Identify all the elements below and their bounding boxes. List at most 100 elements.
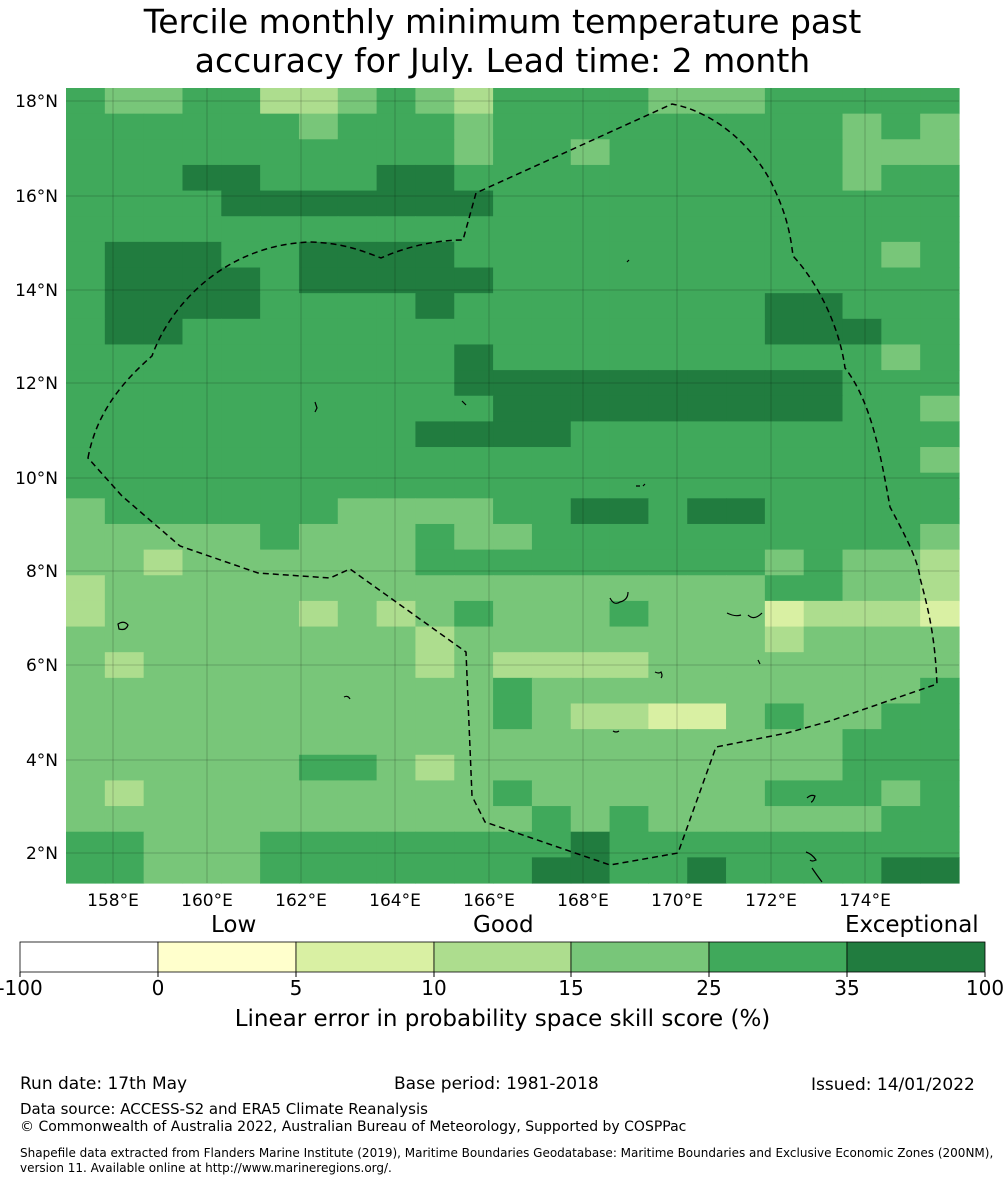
grid-cell — [493, 267, 533, 294]
grid-cell — [570, 164, 611, 192]
grid-cell — [104, 523, 145, 551]
grid-cell — [764, 370, 805, 397]
grid-cell — [764, 857, 805, 884]
grid-cell — [415, 293, 455, 320]
grid-cell — [570, 806, 611, 833]
grid-cell — [687, 113, 727, 140]
grid-cell — [881, 703, 921, 730]
grid-cell — [531, 498, 572, 525]
latitude-axis: 18°N 16°N 14°N 12°N 10°N 8°N 6°N 4°N 2°N — [15, 92, 58, 864]
grid-cell — [842, 600, 882, 628]
grid-cell — [609, 190, 649, 217]
grid-cell — [298, 780, 339, 807]
grid-cell — [920, 857, 960, 884]
grid-cell — [221, 421, 261, 448]
grid-cell — [531, 549, 572, 576]
grid-cell — [726, 754, 766, 782]
grid-cell — [920, 421, 960, 448]
grid-cell — [687, 293, 727, 320]
grid-cell — [376, 267, 417, 294]
grid-cell — [842, 549, 882, 576]
grid-cell — [493, 754, 533, 782]
grid-cell — [570, 677, 611, 705]
grid-cell — [415, 652, 455, 679]
grid-cell — [454, 139, 494, 166]
grid-cell — [104, 318, 145, 346]
grid-cell — [726, 190, 766, 217]
grid-cell — [920, 318, 960, 346]
grid-cell — [104, 754, 145, 782]
grid-cell — [726, 626, 766, 653]
grid-cell — [182, 472, 222, 499]
grid-cell — [415, 88, 455, 115]
grid-cell — [337, 729, 378, 756]
colorbar-title: Linear error in probability space skill … — [234, 1006, 771, 1032]
grid-cell — [66, 806, 106, 833]
colorbar-label-good: Good — [473, 912, 534, 938]
grid-cell — [66, 164, 106, 192]
grid-cell — [298, 575, 339, 602]
island-outline — [117, 621, 129, 631]
longitude-tick-label: 170°E — [651, 891, 703, 911]
grid-cell — [221, 857, 261, 884]
latitude-tick-label: 6°N — [26, 656, 58, 676]
grid-cell — [182, 549, 222, 576]
grid-cell — [260, 549, 300, 576]
grid-cell — [726, 88, 766, 115]
grid-cell — [66, 549, 106, 576]
grid-cell — [415, 729, 455, 756]
grid-cell — [881, 626, 921, 653]
grid-cell — [298, 498, 339, 525]
grid-cell — [66, 600, 106, 628]
grid-cell — [881, 164, 921, 192]
colorbar-tick-label: 10 — [421, 976, 446, 1000]
grid-cell — [182, 370, 222, 397]
grid-cell — [143, 88, 184, 115]
grid-cell — [493, 421, 533, 448]
grid-cell — [298, 318, 339, 346]
grid-cell — [298, 190, 339, 217]
grid-cell — [337, 421, 378, 448]
grid-cell — [726, 652, 766, 679]
grid-cell — [376, 729, 417, 756]
grid-cell — [803, 600, 844, 628]
grid-cell — [454, 318, 494, 346]
grid-cell — [493, 600, 533, 628]
skill-score-map: 158°E 160°E 162°E 164°E 166°E 168°E 170°E 172°E… — [15, 88, 960, 911]
colorbar-swatch — [708, 941, 848, 973]
grid-cell — [531, 88, 572, 115]
grid-cell — [687, 780, 727, 807]
grid-cell — [803, 677, 844, 705]
grid-cell — [337, 626, 378, 653]
grid-cell — [337, 806, 378, 833]
grid-cell — [648, 831, 688, 858]
grid-cell — [493, 216, 533, 243]
grid-cell — [337, 370, 378, 397]
grid-cell — [493, 806, 533, 833]
grid-cell — [493, 318, 533, 346]
grid-cell — [415, 549, 455, 576]
grid-cell — [842, 729, 882, 756]
grid-cell — [376, 677, 417, 705]
grid-cell — [182, 344, 222, 371]
grid-cell — [842, 626, 882, 653]
grid-cell — [881, 113, 921, 140]
grid-cell — [648, 113, 688, 140]
grid-cell — [531, 806, 572, 833]
grid-cell — [182, 318, 222, 346]
colorbar-swatch — [846, 941, 986, 973]
grid-cell — [182, 806, 222, 833]
grid-cell — [337, 831, 378, 858]
grid-cell — [881, 88, 921, 115]
grid-cell — [842, 344, 882, 371]
grid-cell — [66, 293, 106, 320]
grid-cell — [66, 344, 106, 371]
grid-cell — [66, 780, 106, 807]
grid-cell — [726, 600, 766, 628]
grid-cell — [803, 754, 844, 782]
grid-cell — [182, 216, 222, 243]
grid-cell — [687, 600, 727, 628]
grid-cell — [493, 549, 533, 576]
grid-cell — [842, 652, 882, 679]
grid-cell — [764, 600, 805, 628]
